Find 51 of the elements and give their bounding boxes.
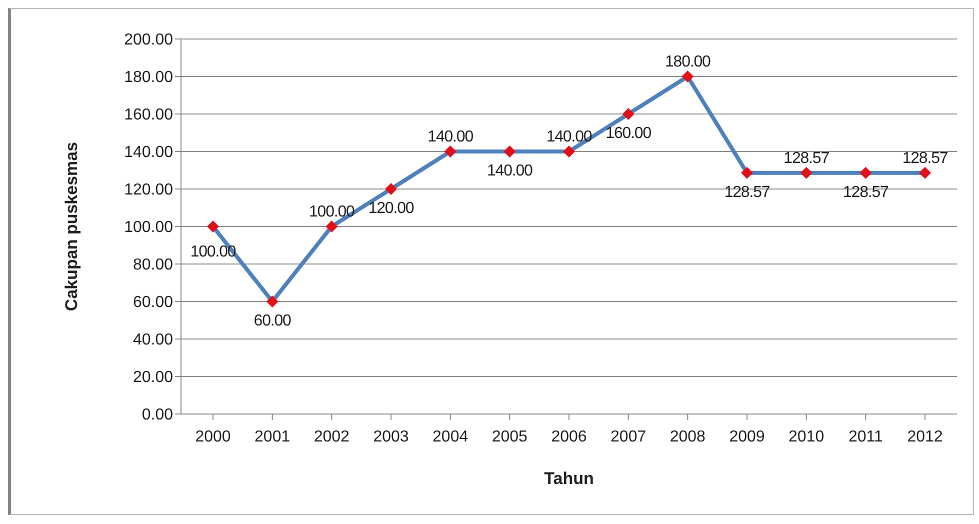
x-tick-label: 2004 [432,428,468,446]
point [800,166,812,179]
x-tick-label: 2012 [907,428,943,446]
point [563,146,575,158]
x-tick-label: 2007 [610,428,646,446]
y-tick-label: 0.00 [142,406,174,424]
x-axis-title: Tahun [544,469,594,488]
point [860,166,872,179]
x-tick-label: 2011 [848,428,883,446]
data-label: 120.00 [368,200,414,217]
point [326,220,338,232]
data-label: 140.00 [428,128,474,146]
x-tick-label: 2003 [373,428,409,446]
data-label: 160.00 [606,125,652,142]
data-label: 128.57 [842,184,890,201]
x-tick-label: 2002 [314,428,350,446]
data-label: 128.57 [902,150,948,167]
point [919,166,931,179]
point [682,70,694,82]
point [385,183,397,195]
y-tick-label: 80.00 [132,256,174,274]
y-tick-label: 40.00 [132,332,174,349]
y-tick-label: 120.00 [124,182,174,199]
point [444,146,456,158]
x-tick-label: 2008 [670,428,706,446]
point [207,220,219,232]
point [504,146,516,158]
x-tick-label: 2005 [492,428,528,446]
data-label: 60.00 [254,312,292,330]
x-tick-label: 2006 [551,428,587,446]
data-label: 180.00 [664,54,712,70]
x-tick-label: 2001 [254,428,290,446]
point [266,296,278,308]
y-tick-label: 100.00 [124,219,174,236]
x-tick-label: 2000 [195,428,231,446]
data-label: 140.00 [546,128,592,146]
y-axis-title: Cakupan puskesmas [62,142,82,312]
point [741,166,753,179]
x-tick-label: 2009 [729,428,765,446]
x-tick-label: 2010 [788,428,824,446]
y-tick-label: 60.00 [132,294,174,312]
data-label: 100.00 [308,204,356,220]
y-tick-label: 160.00 [124,106,174,124]
y-tick-label: 140.00 [124,144,174,162]
point [622,108,634,120]
y-tick-label: 20.00 [132,369,174,386]
y-tick-label: 180.00 [124,69,174,86]
data-label: 128.57 [784,150,830,167]
data-label: 128.57 [724,184,770,201]
data-label: 140.00 [486,162,534,180]
y-tick-label: 200.00 [124,32,174,49]
